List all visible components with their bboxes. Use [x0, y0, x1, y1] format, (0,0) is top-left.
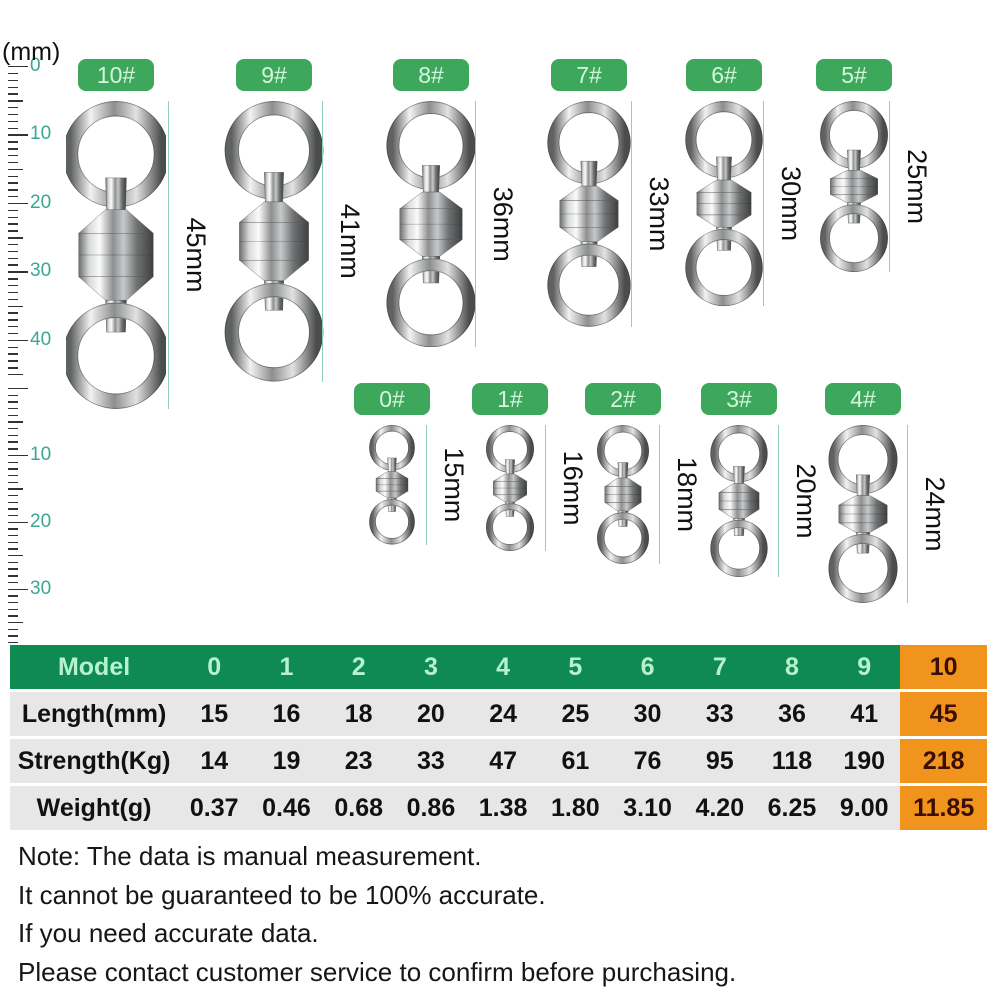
svg-text:24mm: 24mm — [919, 477, 949, 552]
svg-text:25mm: 25mm — [902, 149, 932, 224]
svg-text:33mm: 33mm — [643, 176, 673, 251]
svg-text:45mm: 45mm — [180, 217, 210, 292]
svg-text:36mm: 36mm — [488, 187, 518, 262]
svg-text:41mm: 41mm — [335, 204, 365, 279]
svg-text:30mm: 30mm — [776, 166, 806, 241]
